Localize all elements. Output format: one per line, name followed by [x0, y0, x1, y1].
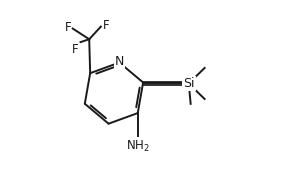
Text: N: N — [115, 55, 124, 68]
Text: F: F — [102, 19, 109, 32]
Text: F: F — [72, 43, 79, 56]
Text: Si: Si — [183, 77, 195, 90]
Text: F: F — [65, 21, 71, 34]
Text: NH$_2$: NH$_2$ — [126, 139, 150, 154]
